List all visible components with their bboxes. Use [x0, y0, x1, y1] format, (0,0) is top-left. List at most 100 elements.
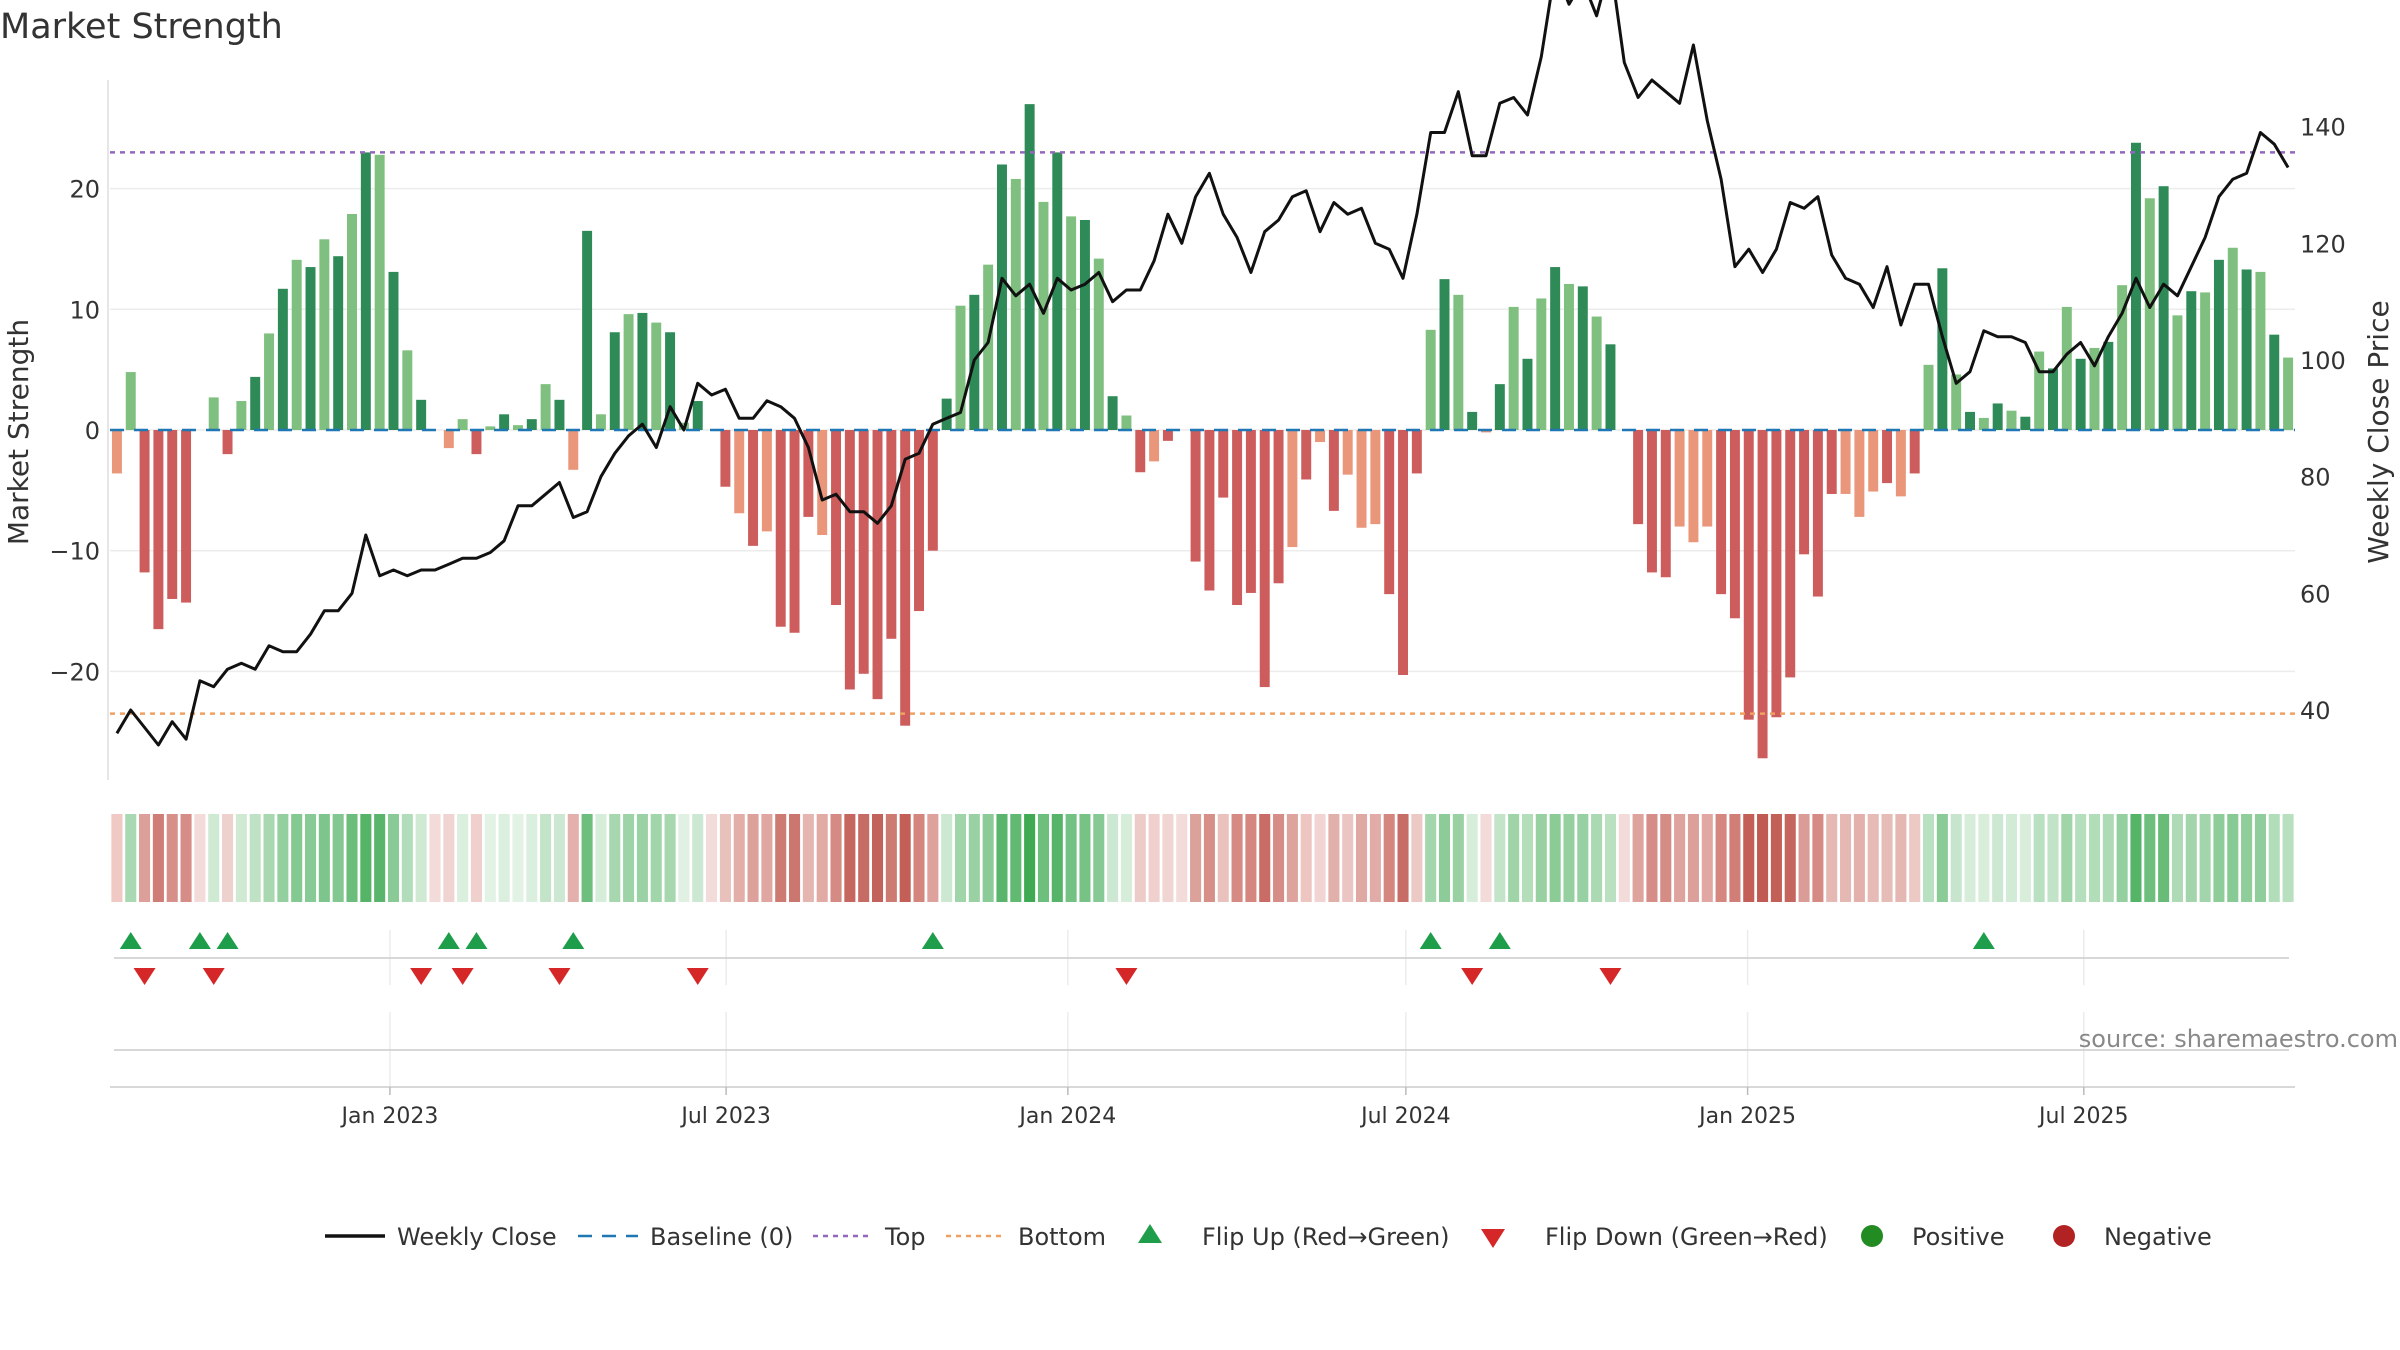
strength-bar: [1204, 430, 1215, 591]
strength-bar: [471, 430, 482, 455]
legend-label: Baseline (0): [650, 1223, 793, 1251]
flip-down-marker: [202, 968, 225, 985]
x-tick-label: Jan 2025: [1697, 1104, 1796, 1129]
strength-bar: [485, 426, 496, 430]
heat-cell: [2019, 814, 2031, 902]
strength-bar: [2283, 357, 2294, 430]
heat-cell: [498, 814, 510, 902]
strength-bar: [1536, 298, 1547, 430]
strength-bar: [1038, 201, 1049, 430]
strength-bar: [1633, 430, 1644, 525]
heat-cell: [1978, 814, 1990, 902]
heat-cell: [830, 814, 842, 902]
legend-dot-positive-icon: [1861, 1225, 1883, 1247]
strength-bar: [831, 430, 842, 605]
heat-cell: [2033, 814, 2045, 902]
heat-cell: [2144, 814, 2156, 902]
strength-bar: [720, 430, 731, 487]
flip-up-marker: [437, 932, 460, 949]
heat-cell: [1107, 814, 1119, 902]
strength-bar: [125, 372, 136, 430]
strength-bar: [1716, 430, 1727, 595]
heat-cell: [1632, 814, 1644, 902]
strength-bar: [1467, 411, 1478, 430]
flip-down-marker: [1115, 968, 1138, 985]
heat-cell: [277, 814, 289, 902]
heat-cell: [1383, 814, 1395, 902]
strength-bar: [250, 376, 261, 430]
legend-item: Flip Down (Green→Red): [1481, 1223, 1828, 1251]
heat-cell: [1300, 814, 1312, 902]
legend-dot-negative-icon: [2053, 1225, 2075, 1247]
strength-bar: [2006, 410, 2017, 430]
strength-bar: [609, 332, 620, 430]
strength-bar: [692, 401, 703, 430]
heat-cell: [1452, 814, 1464, 902]
heat-cell: [152, 814, 164, 902]
heat-cell: [581, 814, 593, 902]
strength-bar: [1052, 152, 1063, 430]
heat-cell: [2102, 814, 2114, 902]
heat-cell: [401, 814, 413, 902]
heat-cell: [2199, 814, 2211, 902]
strength-bar: [651, 322, 662, 430]
heat-cell: [1729, 814, 1741, 902]
heat-cell: [802, 814, 814, 902]
strength-bar: [1425, 329, 1436, 430]
y2-tick-label: 80: [2300, 464, 2331, 492]
legend-item: Negative: [2053, 1223, 2212, 1251]
strength-bar: [1439, 279, 1450, 430]
strength-bar: [208, 397, 219, 430]
heat-cell: [1425, 814, 1437, 902]
heat-cell: [415, 814, 427, 902]
strength-bar: [167, 430, 178, 599]
strength-bar: [1992, 403, 2003, 430]
strength-bar: [1245, 430, 1256, 593]
heat-cell: [1922, 814, 1935, 902]
strength-bar: [374, 154, 385, 431]
x-axis: Jan 2023 Jul 2023 Jan 2024 Jul 2024 Jan 2025…: [110, 1086, 2295, 1129]
heat-cell: [692, 814, 704, 902]
heat-cell: [2088, 814, 2101, 902]
strength-bar: [1494, 384, 1505, 430]
heat-cell: [512, 814, 524, 902]
heat-cell: [1369, 814, 1381, 902]
y-axis-label: Market Strength: [2, 319, 35, 545]
legend-label: Weekly Close: [397, 1223, 557, 1251]
y-tick-label: −20: [49, 658, 100, 686]
heat-cell: [623, 814, 635, 902]
heat-cell: [858, 814, 870, 902]
heat-cell: [1950, 814, 1962, 902]
strength-bar: [637, 312, 648, 430]
heat-cell: [733, 814, 745, 902]
heat-cell: [111, 814, 123, 902]
strength-bar: [305, 267, 316, 430]
strength-bar: [1937, 268, 1948, 430]
legend-label: Bottom: [1018, 1223, 1106, 1251]
heat-cell: [208, 814, 220, 902]
strength-bar: [2227, 247, 2238, 430]
strength-bar: [1232, 430, 1243, 605]
heat-cell: [1273, 814, 1285, 902]
strength-bar: [416, 399, 427, 430]
y-tick-label: 0: [85, 417, 100, 445]
heat-cell: [553, 814, 565, 902]
strength-bar: [1854, 430, 1865, 517]
heat-cell: [1411, 814, 1423, 902]
heat-cell: [747, 814, 759, 902]
heat-cell: [664, 814, 676, 902]
heat-cell: [913, 814, 925, 902]
heat-cell: [2268, 814, 2280, 902]
strength-bar: [1384, 430, 1395, 595]
legend-item: Top: [813, 1223, 926, 1251]
heat-cell: [1494, 814, 1506, 902]
heat-cell: [1757, 814, 1769, 902]
strength-bar: [111, 430, 122, 474]
strength-bar: [1563, 283, 1574, 430]
strength-bar: [1398, 430, 1409, 675]
strength-bar: [844, 430, 855, 690]
heat-cell: [1812, 814, 1824, 902]
strength-bar: [748, 430, 759, 546]
strength-bar: [1605, 344, 1616, 430]
